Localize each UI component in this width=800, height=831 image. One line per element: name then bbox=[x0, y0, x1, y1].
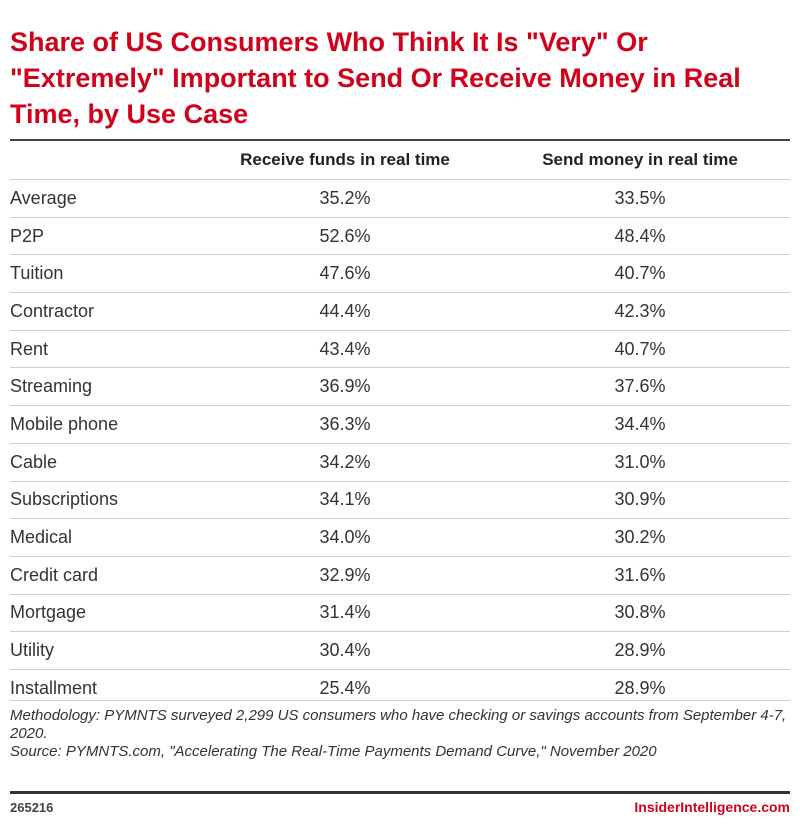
send-value: 37.6% bbox=[490, 367, 790, 406]
table-row: Mortgage 31.4% 30.8% bbox=[10, 593, 790, 632]
receive-value: 31.4% bbox=[200, 593, 490, 632]
bottom-rule bbox=[10, 791, 790, 794]
source-note: Source: PYMNTS.com, "Accelerating The Re… bbox=[10, 743, 657, 760]
table-row: Utility 30.4% 28.9% bbox=[10, 631, 790, 670]
receive-value: 34.1% bbox=[200, 480, 490, 519]
receive-value: 47.6% bbox=[200, 254, 490, 293]
row-label: Medical bbox=[10, 518, 200, 557]
send-value: 34.4% bbox=[490, 405, 790, 444]
chart-title: Share of US Consumers Who Think It Is "V… bbox=[10, 27, 741, 129]
row-label: Contractor bbox=[10, 292, 200, 331]
receive-value: 34.0% bbox=[200, 518, 490, 557]
table-row: Credit card 32.9% 31.6% bbox=[10, 555, 790, 595]
row-label: Utility bbox=[10, 631, 200, 670]
receive-value: 36.9% bbox=[200, 367, 490, 406]
brand-logo-text: InsiderIntelligence.com bbox=[634, 799, 790, 815]
table-row: Medical 34.0% 30.2% bbox=[10, 518, 790, 557]
table-row: Mobile phone 36.3% 34.4% bbox=[10, 405, 790, 444]
row-label: Cable bbox=[10, 442, 200, 481]
row-label: Tuition bbox=[10, 254, 200, 293]
column-header-receive: Receive funds in real time bbox=[240, 150, 450, 169]
receive-value: 35.2% bbox=[319, 187, 371, 208]
receive-value: 36.3% bbox=[200, 405, 490, 444]
row-label: Subscriptions bbox=[10, 480, 200, 519]
send-value: 48.4% bbox=[490, 216, 790, 255]
row-label: Average bbox=[10, 187, 77, 208]
table-row: Cable 34.2% 31.0% bbox=[10, 442, 790, 481]
table-row: Rent 43.4% 40.7% bbox=[10, 329, 790, 368]
send-value: 33.5% bbox=[614, 187, 666, 208]
receive-value: 52.6% bbox=[200, 216, 490, 255]
column-header-use-case bbox=[10, 141, 200, 180]
receive-value: 34.2% bbox=[200, 442, 490, 481]
methodology-note: Methodology: PYMNTS surveyed 2,299 US co… bbox=[10, 707, 787, 742]
row-label: Credit card bbox=[10, 555, 200, 595]
table-row: Average 35.2% 33.5% bbox=[10, 180, 790, 218]
send-value: 30.2% bbox=[490, 518, 790, 557]
table-row: P2P 52.6% 48.4% bbox=[10, 216, 790, 255]
table-row: Contractor 44.4% 42.3% bbox=[10, 292, 790, 331]
row-label: P2P bbox=[10, 216, 200, 255]
chart-id: 265216 bbox=[10, 800, 54, 815]
receive-value: 43.4% bbox=[200, 329, 490, 368]
send-value: 31.6% bbox=[490, 555, 790, 595]
row-label: Streaming bbox=[10, 367, 200, 406]
receive-value: 30.4% bbox=[200, 631, 490, 670]
row-label: Mobile phone bbox=[10, 405, 200, 444]
table-row: Streaming 36.9% 37.6% bbox=[10, 367, 790, 406]
data-table: Receive funds in real time Send money in… bbox=[10, 141, 790, 707]
column-header-send: Send money in real time bbox=[542, 150, 738, 169]
receive-value: 44.4% bbox=[200, 292, 490, 331]
receive-value: 32.9% bbox=[200, 555, 490, 595]
send-value: 28.9% bbox=[490, 631, 790, 670]
top-rule bbox=[10, 139, 790, 141]
table-row: Subscriptions 34.1% 30.9% bbox=[10, 480, 790, 519]
table-header-row: Receive funds in real time Send money in… bbox=[10, 141, 790, 180]
send-value: 40.7% bbox=[490, 254, 790, 293]
row-label: Mortgage bbox=[10, 593, 200, 632]
table-row: Tuition 47.6% 40.7% bbox=[10, 254, 790, 293]
send-value: 40.7% bbox=[490, 329, 790, 368]
send-value: 31.0% bbox=[490, 442, 790, 481]
send-value: 30.8% bbox=[490, 593, 790, 632]
send-value: 42.3% bbox=[490, 292, 790, 331]
table-body: Average 35.2% 33.5% P2P 52.6% 48.4% Tuition 47.… bbox=[10, 180, 790, 707]
row-label: Rent bbox=[10, 329, 200, 368]
send-value: 30.9% bbox=[490, 480, 790, 519]
notes-block: Methodology: PYMNTS surveyed 2,299 US co… bbox=[10, 700, 790, 761]
